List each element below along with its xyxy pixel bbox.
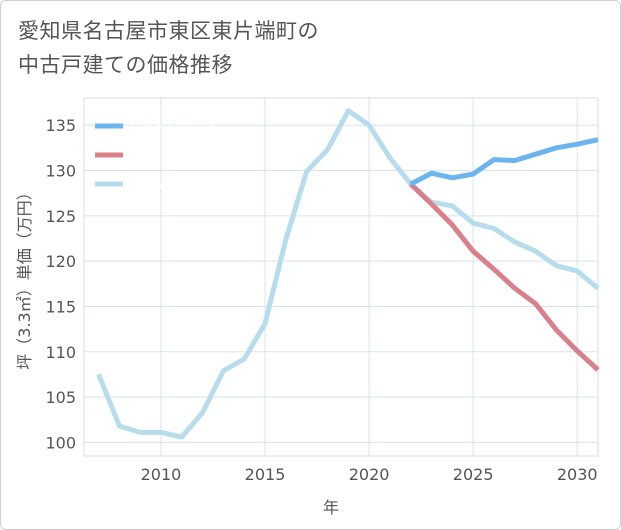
y-tick-label: 115 xyxy=(45,297,76,316)
legend-label: バッドシナリオ xyxy=(129,148,217,163)
y-tick-label: 120 xyxy=(45,252,76,271)
x-tick-label: 2030 xyxy=(557,465,598,484)
chart-title-line-1: 愛知県名古屋市東区東片端町の xyxy=(18,19,319,43)
y-tick-label: 100 xyxy=(45,433,76,452)
plot-area xyxy=(83,97,599,457)
x-axis-title: 年 xyxy=(323,498,339,517)
y-tick-label: 130 xyxy=(45,162,76,181)
gridlines xyxy=(84,98,598,456)
y-tick-label: 105 xyxy=(45,388,76,407)
series-line xyxy=(408,182,600,372)
tick-labels: 2010 2015 2020 2025 2030 100 105 110 115 120 125 13… xyxy=(45,116,597,484)
chart-title-line-2: 中古戸建ての価格推移 xyxy=(18,53,233,77)
y-axis-title: 坪（3.3㎡）単価（万円） xyxy=(15,184,34,369)
y-tick-label: 110 xyxy=(45,343,76,362)
y-tick-label: 125 xyxy=(45,207,76,226)
x-tick-label: 2015 xyxy=(245,465,286,484)
x-tick-label: 2020 xyxy=(349,465,390,484)
x-tick-label: 2010 xyxy=(141,465,182,484)
series-line xyxy=(409,137,599,187)
y-tick-label: 135 xyxy=(45,116,76,135)
series-line xyxy=(96,108,600,440)
chart-title: 愛知県名古屋市東区東片端町の 中古戸建ての価格推移 xyxy=(18,14,438,82)
legend-label: グッドシナリオ xyxy=(129,119,217,134)
x-tick-label: 2025 xyxy=(453,465,494,484)
legend-label: ノーマルシナリオ xyxy=(129,177,229,192)
series-lines xyxy=(96,108,600,440)
